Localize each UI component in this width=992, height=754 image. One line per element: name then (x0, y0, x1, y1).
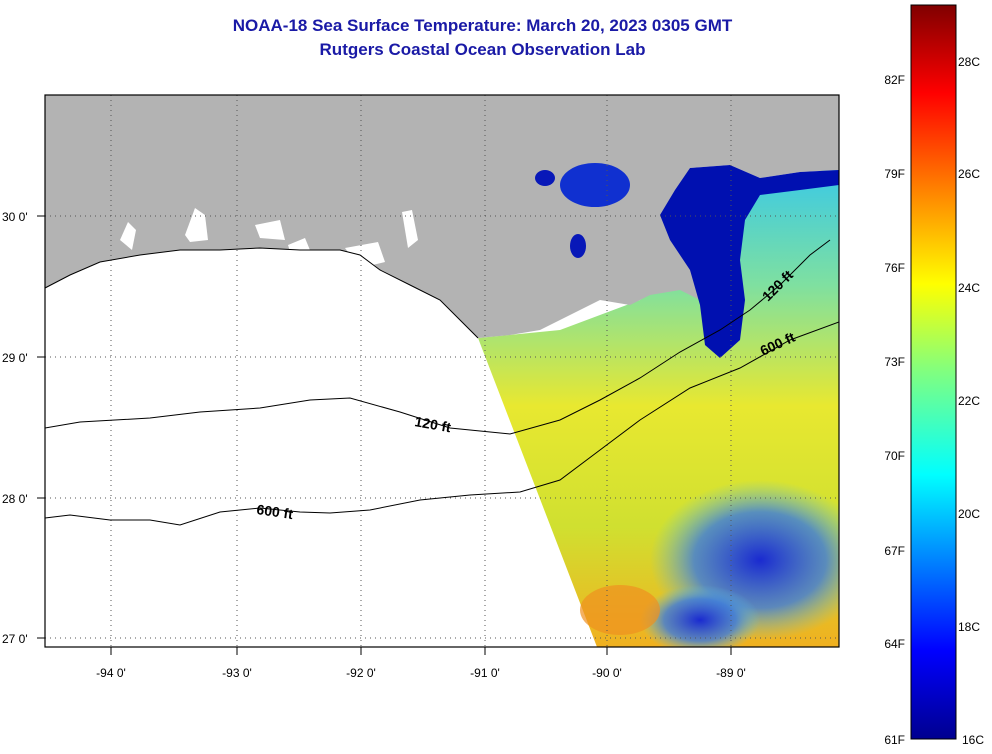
latitude-label: 29 0' (2, 351, 28, 365)
contour-label: 600 ft (256, 501, 295, 522)
inland-lake (120, 222, 136, 250)
longitude-label: -90 0' (592, 666, 622, 680)
inland-lake (255, 220, 285, 240)
colorbar-fahrenheit-label: 82F (884, 73, 905, 87)
contour-600ft (45, 321, 839, 526)
longitude-label: -91 0' (470, 666, 500, 680)
latitude-label: 30 0' (2, 210, 28, 224)
longitude-label: -92 0' (346, 666, 376, 680)
contour-label: 120 ft (413, 413, 452, 435)
longitude-label: -93 0' (222, 666, 252, 680)
colorbar-fahrenheit-label: 67F (884, 544, 905, 558)
colorbar-celsius-label: 18C (958, 620, 980, 634)
colorbar (910, 4, 957, 740)
cold-lake-water (535, 170, 555, 186)
map-subtitle: Rutgers Coastal Ocean Observation Lab (319, 40, 646, 59)
cool-water-patch (640, 585, 760, 647)
warm-water-patch (580, 585, 660, 635)
inland-lake (288, 238, 312, 258)
colorbar-celsius-label: 22C (958, 394, 980, 408)
colorbar-celsius-label: 16C (962, 733, 984, 747)
cold-bay-water (660, 165, 839, 358)
inland-lake (402, 210, 418, 248)
inland-lake (185, 208, 208, 242)
contour-120ft (45, 239, 831, 435)
latitude-label: 28 0' (2, 492, 28, 506)
colorbar-celsius-label: 20C (958, 507, 980, 521)
colorbar-fahrenheit-label: 64F (884, 637, 905, 651)
land-mass (45, 95, 839, 350)
colorbar-fahrenheit-label: 70F (884, 449, 905, 463)
cold-lake-water (570, 234, 586, 258)
map-frame (44, 94, 840, 648)
graticule (45, 95, 839, 647)
colorbar-celsius-label: 26C (958, 167, 980, 181)
cold-lake-water (560, 163, 630, 207)
colorbar-fahrenheit-label: 79F (884, 167, 905, 181)
colorbar-fahrenheit-label: 61F (884, 733, 905, 747)
colorbar-celsius-label: 28C (958, 55, 980, 69)
axis-ticks (37, 215, 732, 655)
coastline (45, 247, 479, 339)
colorbar-fahrenheit-label: 76F (884, 261, 905, 275)
colorbar-celsius-label: 24C (958, 281, 980, 295)
inland-lake (345, 242, 385, 268)
longitude-label: -89 0' (716, 666, 746, 680)
longitude-label: -94 0' (96, 666, 126, 680)
colorbar-fahrenheit-label: 73F (884, 355, 905, 369)
map-title: NOAA-18 Sea Surface Temperature: March 2… (232, 16, 733, 35)
latitude-label: 27 0' (2, 632, 28, 646)
